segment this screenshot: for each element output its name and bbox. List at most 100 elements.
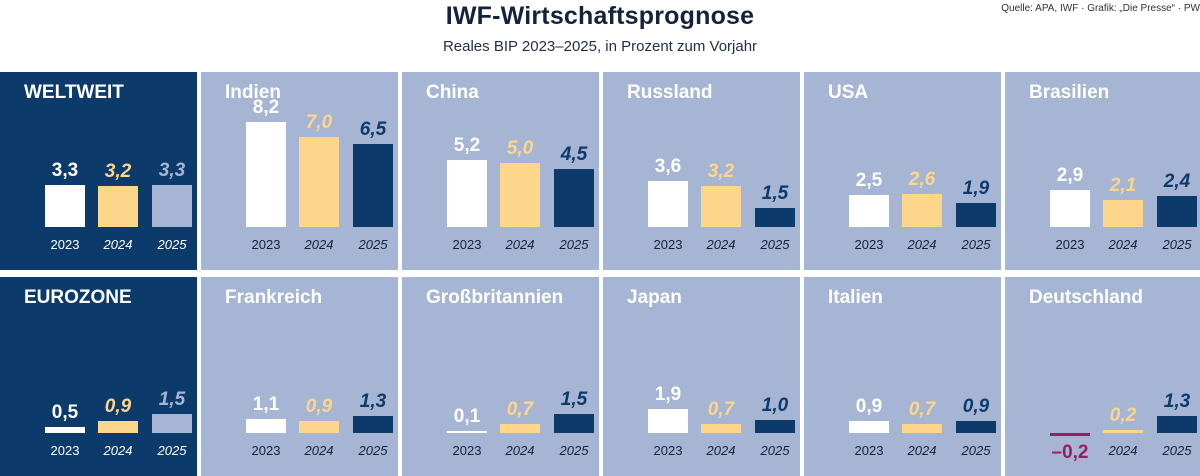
bar-italien-2024 <box>902 424 942 433</box>
bar-deutschland-2023 <box>1050 433 1090 436</box>
chart-title: IWF-Wirtschaftsprognose <box>445 2 755 30</box>
value-label-brasilien-2023: 2,9 <box>1056 164 1084 186</box>
value-label-japan-2025: 1,0 <box>761 395 789 417</box>
panel-title: China <box>426 82 479 103</box>
panel-title: USA <box>828 82 869 103</box>
value-label-weltweit-2024: 3,2 <box>104 161 132 183</box>
panel-title: Brasilien <box>1029 82 1110 103</box>
bar-china-2025 <box>554 169 594 227</box>
year-label-2023: 2023 <box>854 237 884 252</box>
bar-brasilien-2024 <box>1103 200 1143 227</box>
year-label-2023: 2023 <box>251 237 281 252</box>
year-label-2023: 2023 <box>854 443 884 458</box>
value-label-brasilien-2025: 2,4 <box>1163 171 1191 193</box>
year-label-2025: 2025 <box>760 237 790 252</box>
panel-title: Deutschland <box>1029 287 1144 308</box>
year-label-2024: 2024 <box>907 443 937 458</box>
value-label-eurozone-2024: 0,9 <box>104 396 132 418</box>
bar-usa-2023 <box>849 195 889 227</box>
panel-title: EUROZONE <box>24 287 132 308</box>
year-label-2023: 2023 <box>50 443 80 458</box>
value-label-deutschland-2024: 0,2 <box>1109 405 1137 427</box>
year-label-2025: 2025 <box>961 237 991 252</box>
year-label-2023: 2023 <box>452 237 482 252</box>
bar-deutschland-2024 <box>1103 430 1143 433</box>
year-label-2025: 2025 <box>358 237 388 252</box>
value-label-italien-2023: 0,9 <box>855 396 883 418</box>
year-label-2024: 2024 <box>706 237 736 252</box>
panel-russland: Russland 3,6 2023 3,2 2024 1,5 2025 <box>603 72 800 270</box>
panel-title: Frankreich <box>225 287 323 308</box>
bar-frankreich-2024 <box>299 421 339 433</box>
year-label-2024: 2024 <box>304 237 334 252</box>
bar-russland-2023 <box>648 180 688 227</box>
panel-indien: Indien 8,2 2023 7,0 2024 6,5 2025 <box>201 72 398 270</box>
value-label-china-2024: 5,0 <box>506 138 534 159</box>
value-label-eurozone-2023: 0,5 <box>51 401 79 423</box>
panel-china: China 5,2 2023 5,0 2024 4,5 2025 <box>402 72 599 270</box>
bar-italien-2023 <box>849 421 889 433</box>
value-label-deutschland-2025: 1,3 <box>1163 391 1191 413</box>
panel-weltweit: WELTWEIT 3,3 2023 3,2 2024 3,3 2025 <box>0 72 197 270</box>
bar-usa-2025 <box>956 202 996 227</box>
year-label-2024: 2024 <box>1108 237 1138 252</box>
bar-weltweit-2023 <box>45 184 85 227</box>
value-label-indien-2023: 8,2 <box>252 97 280 119</box>
bar-china-2023 <box>447 160 487 227</box>
value-label-usa-2023: 2,5 <box>855 170 883 191</box>
panel-italien: Italien 0,9 2023 0,7 2024 0,9 2025 <box>804 277 1001 476</box>
value-label-grossbritannien-2024: 0,7 <box>506 399 534 421</box>
value-label-weltweit-2025: 3,3 <box>158 159 186 181</box>
year-label-2024: 2024 <box>103 443 133 458</box>
panel-usa: USA 2,5 2023 2,6 2024 1,9 2025 <box>804 72 1001 270</box>
year-label-2024: 2024 <box>505 237 535 252</box>
year-label-2025: 2025 <box>1162 443 1192 458</box>
bar-deutschland-2025 <box>1157 416 1197 433</box>
value-label-indien-2025: 6,5 <box>359 118 387 140</box>
year-label-2025: 2025 <box>961 443 991 458</box>
bar-china-2024 <box>500 163 540 227</box>
value-label-japan-2024: 0,7 <box>707 399 735 421</box>
bar-indien-2025 <box>353 143 393 227</box>
value-label-italien-2025: 0,9 <box>962 396 990 418</box>
value-label-frankreich-2025: 1,3 <box>359 391 387 413</box>
bar-indien-2024 <box>299 137 339 227</box>
value-label-eurozone-2025: 1,5 <box>158 388 186 410</box>
panel-title: Großbritannien <box>426 287 564 308</box>
bar-usa-2024 <box>902 193 942 227</box>
year-label-2023: 2023 <box>653 237 683 252</box>
value-label-russland-2024: 3,2 <box>707 161 735 183</box>
value-label-italien-2024: 0,7 <box>908 399 936 421</box>
year-label-2025: 2025 <box>1162 237 1192 252</box>
panel-title: Russland <box>627 82 713 103</box>
value-label-russland-2023: 3,6 <box>654 155 682 177</box>
year-label-2024: 2024 <box>103 237 133 252</box>
bar-russland-2025 <box>755 207 795 227</box>
value-label-grossbritannien-2025: 1,5 <box>560 388 588 410</box>
year-label-2025: 2025 <box>358 443 388 458</box>
bar-eurozone-2025 <box>152 413 192 433</box>
year-label-2025: 2025 <box>559 237 589 252</box>
bar-frankreich-2025 <box>353 416 393 433</box>
year-label-2025: 2025 <box>760 443 790 458</box>
panel-title: Japan <box>627 287 682 308</box>
bar-grossbritannien-2023 <box>447 431 487 433</box>
value-label-russland-2025: 1,5 <box>761 182 789 204</box>
panel-eurozone: EUROZONE 0,5 2023 0,9 2024 1,5 2025 <box>0 277 197 476</box>
panel-japan: Japan 1,9 2023 0,7 2024 1,0 2025 <box>603 277 800 476</box>
year-label-2024: 2024 <box>304 443 334 458</box>
bar-japan-2025 <box>755 420 795 433</box>
year-label-2024: 2024 <box>1108 443 1138 458</box>
bar-russland-2024 <box>701 186 741 227</box>
year-label-2025: 2025 <box>157 237 187 252</box>
source-note: Quelle: APA, IWF · Grafik: „Die Presse“ … <box>1001 3 1200 14</box>
bar-japan-2024 <box>701 424 741 433</box>
bar-italien-2025 <box>956 421 996 433</box>
bar-weltweit-2025 <box>152 184 192 227</box>
value-label-usa-2024: 2,6 <box>908 168 936 190</box>
bar-frankreich-2023 <box>246 418 286 433</box>
chart-subtitle: Reales BIP 2023–2025, in Prozent zum Vor… <box>442 38 758 55</box>
bar-brasilien-2025 <box>1157 196 1197 227</box>
bar-weltweit-2024 <box>98 186 138 227</box>
bar-indien-2023 <box>246 122 286 227</box>
